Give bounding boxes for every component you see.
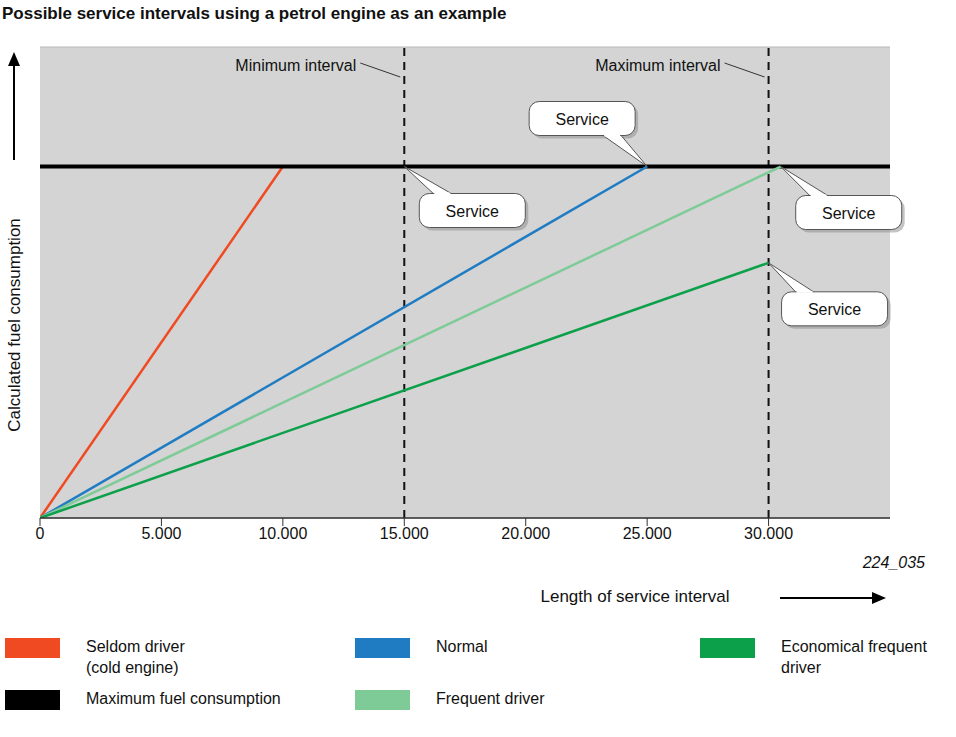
svg-text:Service: Service	[555, 111, 608, 128]
svg-text:Length of service interval: Length of service interval	[541, 587, 730, 606]
svg-text:Maximum interval: Maximum interval	[595, 57, 720, 74]
svg-text:10.000: 10.000	[258, 525, 307, 542]
svg-text:Service: Service	[446, 203, 499, 220]
html-text:Frequent driver: Frequent driver	[436, 690, 545, 707]
svg-text:Calculated fuel consumption: Calculated fuel consumption	[5, 218, 24, 432]
html-text:Seldom driver (cold engine): Seldom driver (cold engine)	[86, 638, 185, 676]
svg-text:15.000: 15.000	[380, 525, 429, 542]
svg-text:Service: Service	[822, 205, 875, 222]
svg-text:Service: Service	[808, 301, 861, 318]
svg-text:Minimum interval: Minimum interval	[235, 57, 356, 74]
svg-text:224_035: 224_035	[862, 554, 925, 571]
svg-text:0: 0	[36, 525, 45, 542]
html-text:Possible service intervals usi: Possible service intervals using a petro…	[2, 4, 507, 23]
html-text:Maximum fuel consumption: Maximum fuel consumption	[86, 690, 281, 707]
html-text:Normal: Normal	[436, 638, 488, 655]
svg-text:25.000: 25.000	[623, 525, 672, 542]
svg-text:30.000: 30.000	[744, 525, 793, 542]
svg-text:20.000: 20.000	[501, 525, 550, 542]
svg-text:5.000: 5.000	[141, 525, 181, 542]
html-text:Economical frequent driver: Economical frequent driver	[781, 638, 927, 676]
